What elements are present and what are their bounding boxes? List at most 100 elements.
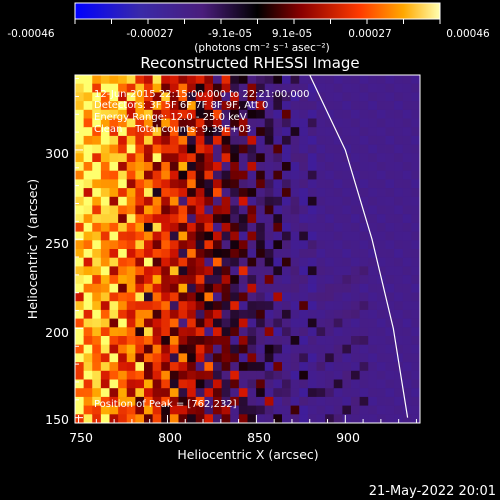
heatmap-cell bbox=[385, 405, 395, 415]
heatmap-cell bbox=[83, 231, 93, 241]
heatmap-cell bbox=[75, 249, 85, 259]
heatmap-cell bbox=[307, 353, 318, 363]
heatmap-cell bbox=[118, 127, 128, 137]
heatmap-cell bbox=[385, 170, 395, 180]
heatmap-cell bbox=[299, 292, 309, 302]
heatmap-cell bbox=[290, 249, 300, 259]
heatmap-cell bbox=[333, 405, 343, 415]
heatmap-cell bbox=[368, 83, 378, 93]
heatmap-cell bbox=[351, 118, 361, 128]
heatmap-cell bbox=[178, 292, 188, 302]
heatmap-cell bbox=[376, 240, 387, 250]
heatmap-cell bbox=[109, 388, 119, 398]
heatmap-cell bbox=[144, 257, 154, 267]
heatmap-cell bbox=[238, 153, 249, 163]
heatmap-cell bbox=[325, 396, 335, 407]
heatmap-cell bbox=[247, 396, 257, 407]
heatmap-cell bbox=[411, 414, 420, 423]
heatmap-cell bbox=[109, 370, 119, 381]
heatmap-cell bbox=[195, 222, 205, 233]
heatmap-cell bbox=[204, 179, 214, 189]
y-tick-label: 300 bbox=[45, 146, 69, 161]
heatmap-cell bbox=[169, 344, 180, 354]
heatmap-cell bbox=[290, 101, 300, 111]
heatmap-cell bbox=[152, 370, 162, 381]
heatmap-cell bbox=[282, 370, 292, 381]
heatmap-cell bbox=[126, 162, 136, 172]
colorbar-tick-label: 0.00027 bbox=[348, 28, 391, 40]
heatmap-cell bbox=[213, 266, 223, 276]
heatmap-cell bbox=[282, 75, 292, 85]
heatmap-cell bbox=[195, 396, 205, 407]
heatmap-cell bbox=[316, 179, 326, 189]
heatmap-cell bbox=[264, 109, 274, 120]
heatmap-cell bbox=[83, 196, 93, 207]
heatmap-cell bbox=[230, 353, 240, 363]
heatmap-cell bbox=[264, 309, 274, 320]
heatmap-cell bbox=[195, 170, 205, 180]
heatmap-cell bbox=[230, 292, 240, 302]
heatmap-cell bbox=[299, 231, 309, 241]
heatmap-cell bbox=[394, 379, 404, 389]
heatmap-cell bbox=[195, 344, 205, 354]
heatmap-cell bbox=[204, 292, 214, 302]
heatmap-cell bbox=[359, 405, 369, 415]
heatmap-cell bbox=[394, 388, 404, 398]
heatmap-cell bbox=[351, 414, 361, 423]
heatmap-cell bbox=[204, 249, 214, 259]
annotation-time-range: 12-Jun-2015 22:15:00.000 to 22:21:00.000 bbox=[94, 89, 310, 100]
heatmap-cell bbox=[256, 275, 266, 285]
heatmap-cell bbox=[385, 188, 395, 198]
heatmap-cell bbox=[230, 214, 240, 224]
heatmap-cell bbox=[238, 109, 249, 120]
heatmap-cell bbox=[264, 118, 274, 128]
heatmap-cell bbox=[161, 353, 171, 363]
heatmap-cell bbox=[256, 196, 266, 207]
heatmap-cell bbox=[230, 170, 240, 180]
heatmap-cell bbox=[92, 292, 102, 302]
heatmap-cell bbox=[75, 309, 85, 320]
heatmap-cell bbox=[83, 83, 93, 93]
heatmap-cell bbox=[256, 309, 266, 320]
heatmap-cell bbox=[333, 101, 343, 111]
heatmap-cell bbox=[247, 275, 257, 285]
heatmap-cell bbox=[135, 118, 145, 128]
heatmap-cell bbox=[359, 309, 369, 320]
heatmap-cell bbox=[144, 318, 154, 328]
heatmap-cell bbox=[273, 222, 283, 233]
heatmap-cell bbox=[135, 92, 145, 102]
heatmap-cell bbox=[169, 153, 180, 163]
heatmap-cell bbox=[83, 336, 93, 346]
heatmap-cell bbox=[230, 92, 240, 102]
heatmap-cell bbox=[411, 135, 420, 146]
heatmap-cell bbox=[238, 257, 249, 267]
heatmap-cell bbox=[376, 283, 387, 294]
heatmap-cell bbox=[169, 353, 180, 363]
heatmap-cell bbox=[368, 414, 378, 423]
heatmap-cell bbox=[247, 135, 257, 146]
heatmap-cell bbox=[282, 249, 292, 259]
heatmap-cell bbox=[385, 127, 395, 137]
heatmap-cell bbox=[75, 196, 85, 207]
heatmap-cell bbox=[290, 275, 300, 285]
heatmap-cell bbox=[169, 275, 180, 285]
heatmap-cell bbox=[376, 301, 387, 311]
heatmap-cell bbox=[135, 231, 145, 241]
heatmap-cell bbox=[256, 266, 266, 276]
heatmap-cell bbox=[385, 153, 395, 163]
heatmap-cell bbox=[161, 135, 171, 146]
heatmap-cell bbox=[109, 396, 119, 407]
heatmap-cell bbox=[126, 127, 136, 137]
heatmap-cell bbox=[282, 83, 292, 93]
heatmap-cell bbox=[376, 318, 387, 328]
heatmap-cell bbox=[238, 379, 249, 389]
heatmap-cell bbox=[411, 249, 420, 259]
heatmap-cell bbox=[411, 379, 420, 389]
heatmap-cell bbox=[144, 153, 154, 163]
heatmap-cell bbox=[316, 266, 326, 276]
heatmap-cell bbox=[368, 92, 378, 102]
heatmap-cell bbox=[299, 162, 309, 172]
heatmap-cell bbox=[282, 362, 292, 372]
heatmap-cell bbox=[282, 222, 292, 233]
heatmap-cell bbox=[213, 83, 223, 93]
